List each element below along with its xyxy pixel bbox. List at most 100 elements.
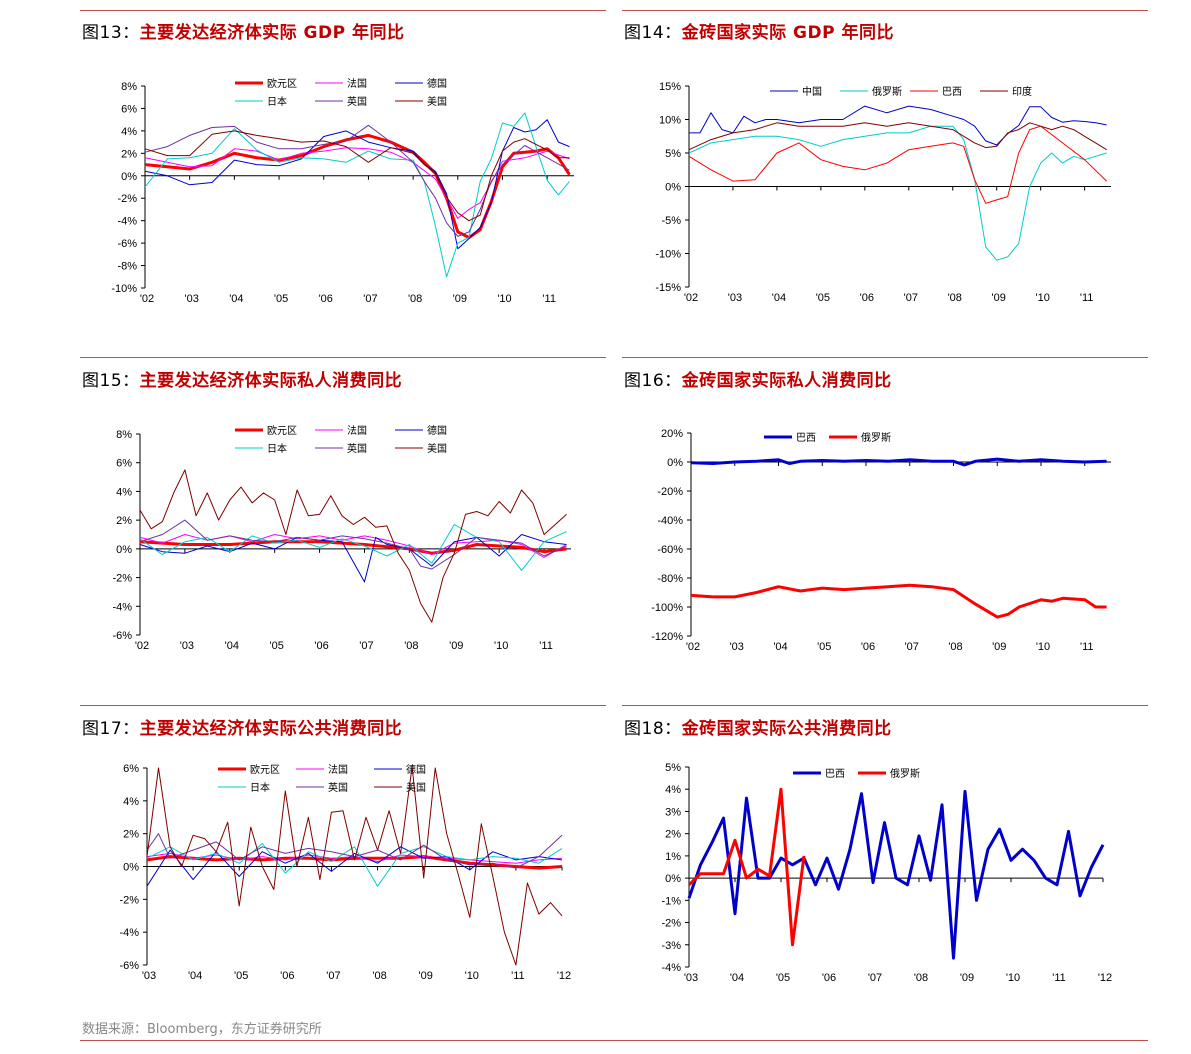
y-tick-label: 0% xyxy=(121,171,137,183)
series-line xyxy=(144,133,571,239)
x-tick-label: '06 xyxy=(861,641,875,653)
y-tick-label: 0% xyxy=(667,457,683,469)
y-tick-label: -10% xyxy=(111,283,137,295)
figure-title-text: 金砖国家实际私人消费同比 xyxy=(681,371,892,391)
figure-title: 图15：主要发达经济体实际私人消费同比 xyxy=(82,366,402,391)
legend-label: 巴西 xyxy=(796,432,816,444)
x-tick-label: '07 xyxy=(359,640,373,652)
y-tick-label: 8% xyxy=(116,429,132,441)
x-tick-label: '10 xyxy=(494,640,508,652)
y-tick-label: 5% xyxy=(665,762,681,774)
figure-title-text: 主要发达经济体实际公共消费同比 xyxy=(139,719,403,739)
series-line xyxy=(687,787,806,947)
y-tick-label: 6% xyxy=(116,458,132,470)
legend-label: 欧元区 xyxy=(267,78,297,90)
y-tick-label: -20% xyxy=(657,486,683,498)
x-tick-label: '02 xyxy=(686,641,700,653)
figure-number: 图16： xyxy=(624,371,682,391)
legend-label: 英国 xyxy=(347,95,367,108)
x-tick-label: '06 xyxy=(822,972,836,984)
x-tick-label: '08 xyxy=(948,641,962,653)
x-tick-label: '05 xyxy=(234,970,248,982)
x-tick-label: '09 xyxy=(992,292,1006,304)
y-tick-label: -4% xyxy=(661,962,681,974)
y-tick-label: -3% xyxy=(661,940,681,952)
x-tick-label: '05 xyxy=(816,292,830,304)
section-rule xyxy=(80,705,606,706)
y-tick-label: -4% xyxy=(112,601,132,613)
y-tick-label: 5% xyxy=(665,148,681,160)
figure-number: 图15： xyxy=(82,371,140,391)
series-line xyxy=(146,765,563,966)
y-tick-label: -15% xyxy=(655,282,681,294)
legend-label: 印度 xyxy=(1012,85,1032,98)
legend-label: 英国 xyxy=(328,781,348,794)
x-tick-label: '07 xyxy=(363,293,377,305)
y-tick-label: 4% xyxy=(116,486,132,498)
y-tick-label: 2% xyxy=(123,829,139,841)
x-tick-label: '05 xyxy=(270,640,284,652)
y-tick-label: -100% xyxy=(651,602,683,614)
section-rule xyxy=(80,10,606,11)
legend-label: 美国 xyxy=(406,781,426,794)
y-tick-label: -2% xyxy=(117,193,137,205)
x-tick-label: '11 xyxy=(1080,641,1094,653)
x-tick-label: '03 xyxy=(185,293,199,305)
legend-label: 欧元区 xyxy=(250,764,280,776)
x-tick-label: '11 xyxy=(511,970,525,982)
legend-label: 中国 xyxy=(802,85,822,98)
series-line xyxy=(139,469,567,623)
x-tick-label: '12 xyxy=(1098,972,1112,984)
section-rule xyxy=(622,705,1148,706)
x-tick-label: '03 xyxy=(728,292,742,304)
figure-title-text: 主要发达经济体实际私人消费同比 xyxy=(139,371,403,391)
x-tick-label: '11 xyxy=(1080,292,1094,304)
y-tick-label: -2% xyxy=(112,573,132,585)
x-tick-label: '02 xyxy=(135,640,149,652)
y-tick-label: -6% xyxy=(119,960,139,972)
x-tick-label: '04 xyxy=(730,972,744,984)
figure-title-text: 金砖国家实际公共消费同比 xyxy=(681,719,892,739)
legend-label: 德国 xyxy=(427,424,447,437)
x-tick-label: '09 xyxy=(960,972,974,984)
legend-label: 美国 xyxy=(427,442,447,455)
y-tick-label: -80% xyxy=(657,573,683,585)
x-tick-label: '05 xyxy=(274,293,288,305)
y-tick-label: 3% xyxy=(665,806,681,818)
series-line xyxy=(690,457,1107,467)
y-tick-label: 0% xyxy=(665,873,681,885)
y-tick-label: -6% xyxy=(112,630,132,642)
legend-label: 法国 xyxy=(347,77,367,90)
legend-label: 俄罗斯 xyxy=(872,85,902,98)
series-line xyxy=(144,130,570,222)
x-tick-label: '07 xyxy=(904,292,918,304)
x-tick-label: '08 xyxy=(372,970,386,982)
x-tick-label: '04 xyxy=(225,640,239,652)
x-tick-label: '09 xyxy=(449,640,463,652)
x-tick-label: '10 xyxy=(1035,292,1049,304)
x-tick-label: '02 xyxy=(140,293,154,305)
x-tick-label: '07 xyxy=(905,641,919,653)
y-tick-label: 4% xyxy=(121,126,137,138)
y-tick-label: 0% xyxy=(123,862,139,874)
legend-label: 日本 xyxy=(267,95,287,108)
x-tick-label: '11 xyxy=(542,293,556,305)
series-line xyxy=(687,789,1105,960)
y-tick-label: 4% xyxy=(123,796,139,808)
y-tick-label: -6% xyxy=(117,238,137,250)
x-tick-label: '03 xyxy=(684,972,698,984)
legend-label: 法国 xyxy=(328,763,348,776)
series-line xyxy=(139,519,567,570)
figure-title-text: 金砖国家实际 GDP 年同比 xyxy=(681,23,895,43)
x-tick-label: '08 xyxy=(914,972,928,984)
footer-rule xyxy=(80,1040,1148,1041)
x-tick-label: '08 xyxy=(408,293,422,305)
legend-label: 美国 xyxy=(427,95,447,108)
x-tick-label: '09 xyxy=(453,293,467,305)
y-tick-label: 15% xyxy=(659,81,681,93)
y-tick-label: 2% xyxy=(121,148,137,160)
y-tick-label: 2% xyxy=(665,829,681,841)
series-line xyxy=(688,125,1107,261)
legend-label: 英国 xyxy=(347,442,367,455)
x-tick-label: '04 xyxy=(772,292,786,304)
